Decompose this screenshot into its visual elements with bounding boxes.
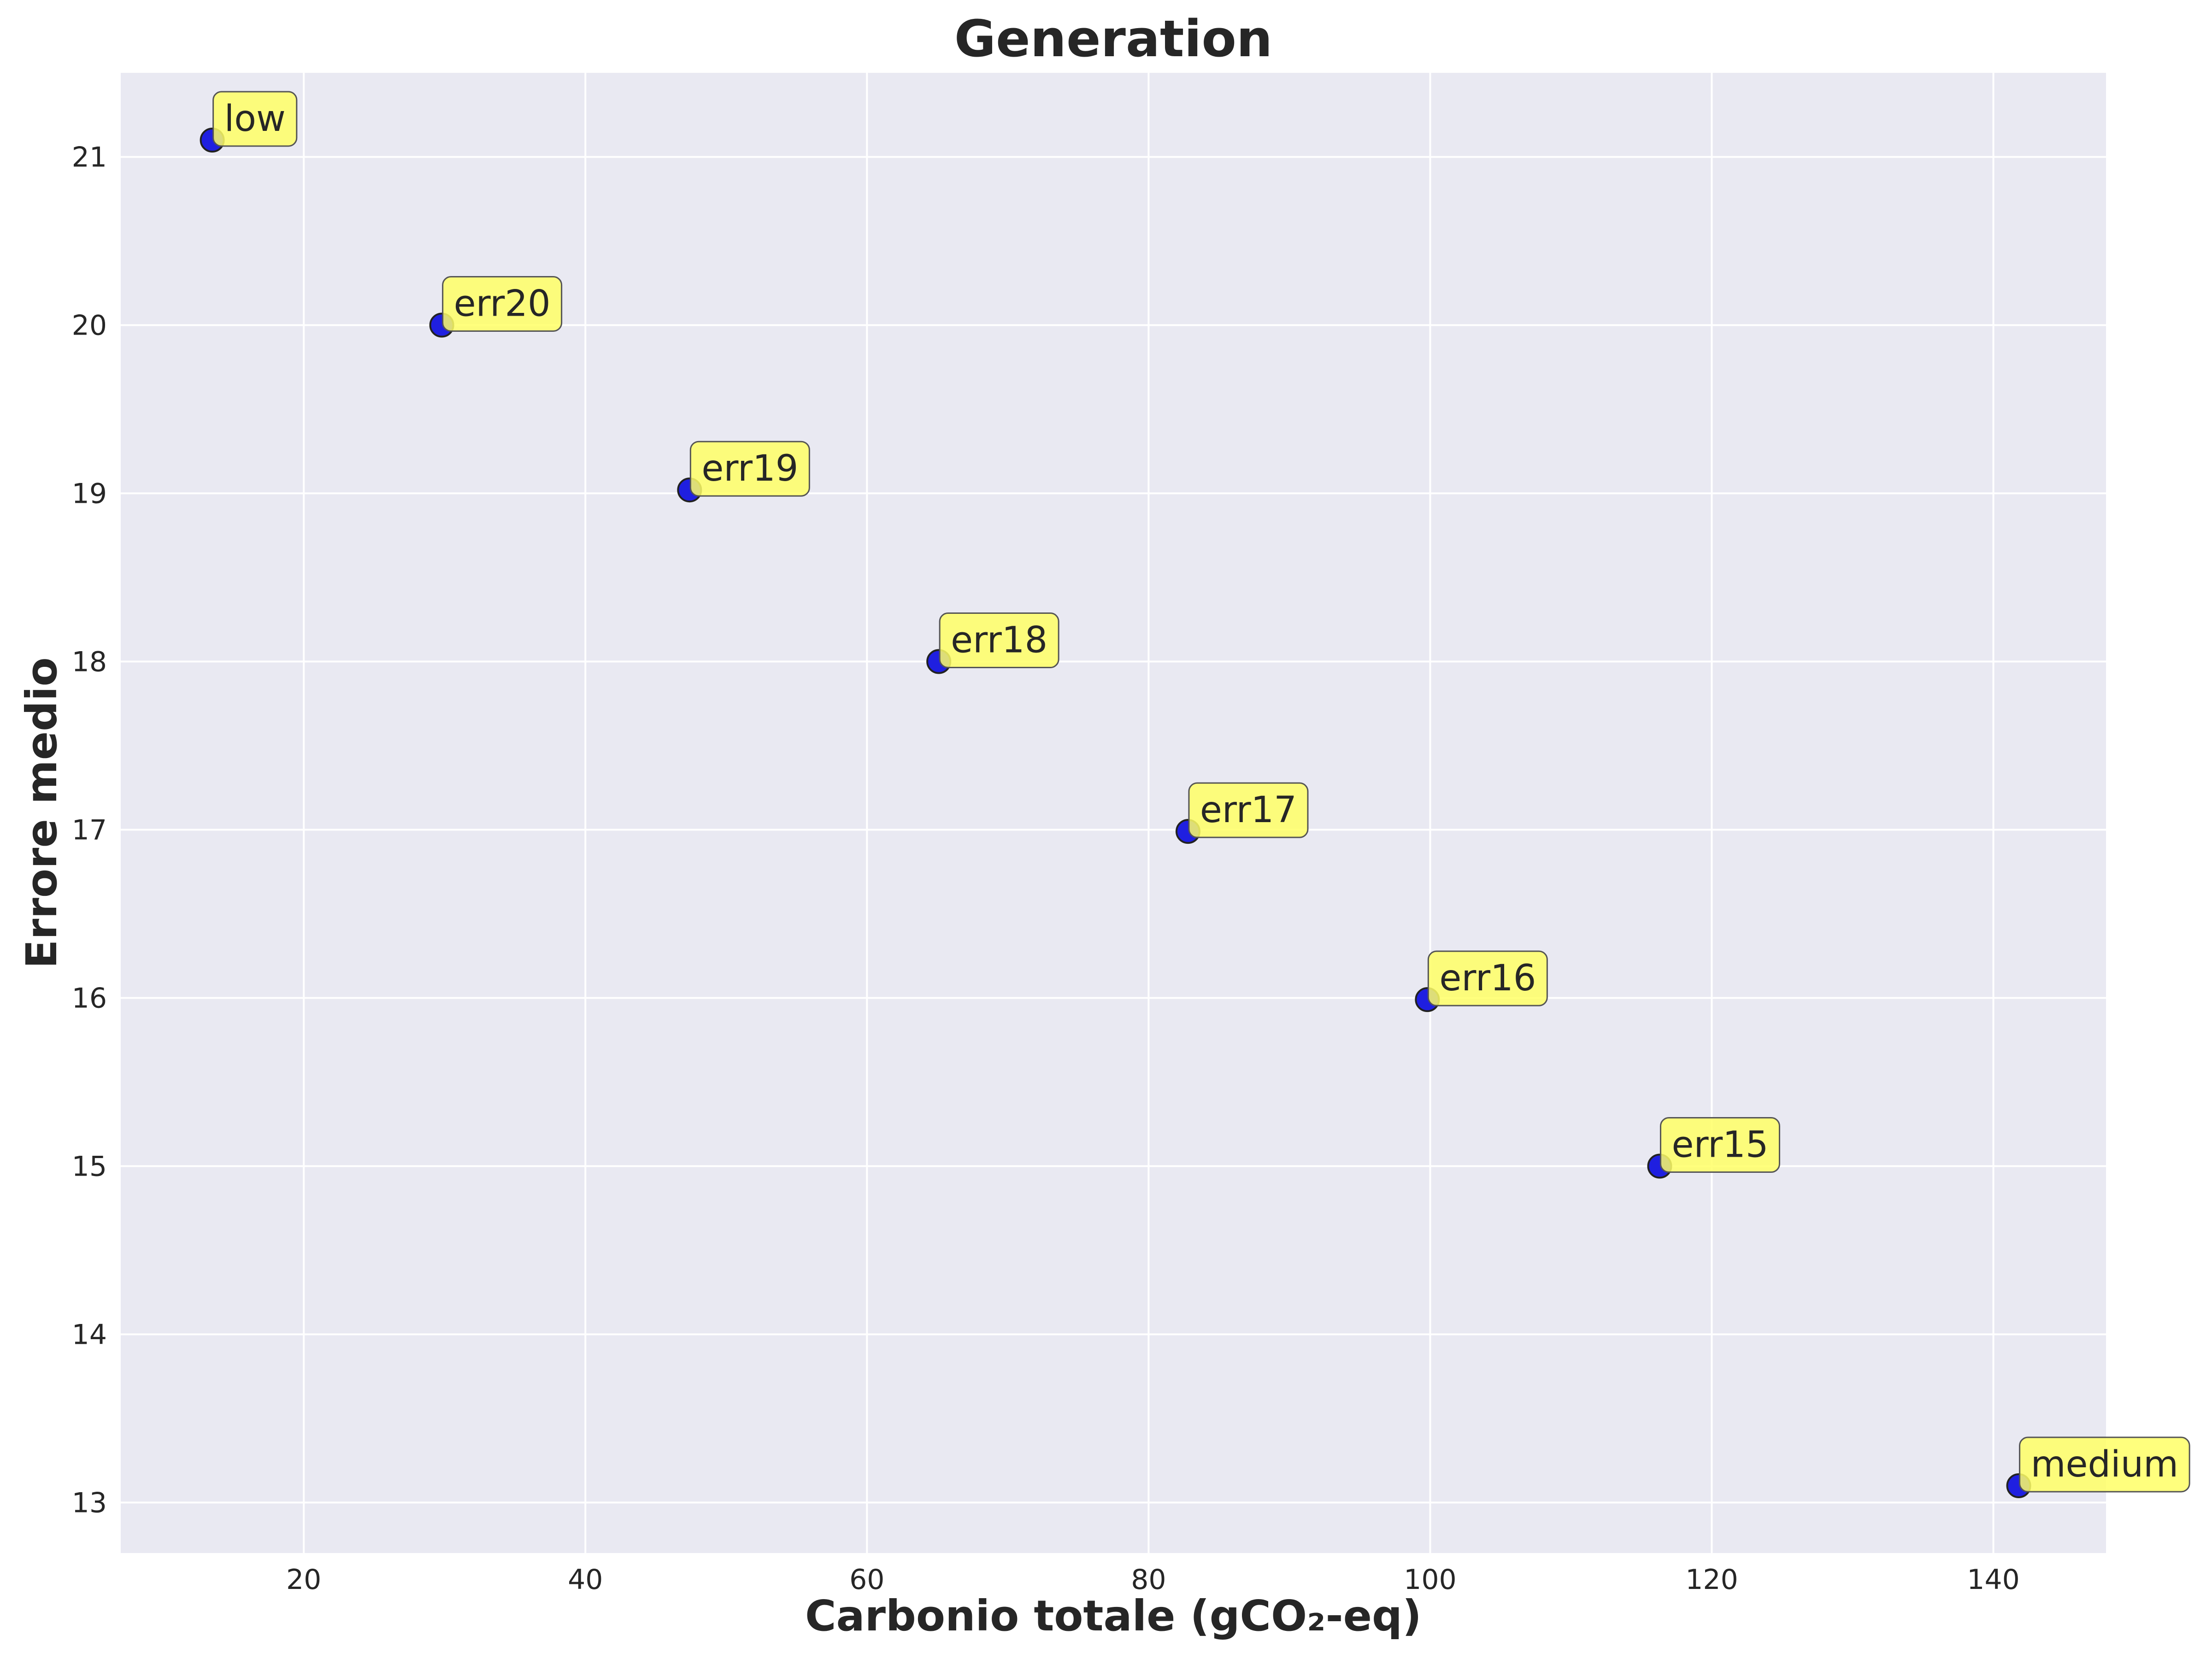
x-tick-label: 120 xyxy=(1685,1564,1738,1596)
x-tick-labels: 20 40 60 80 100 120 140 xyxy=(286,1564,2020,1596)
y-tick-label: 19 xyxy=(72,478,107,510)
annotation-label: err20 xyxy=(454,283,551,325)
annotation-box xyxy=(2019,1436,2190,1493)
annotation-box xyxy=(1427,950,1548,1006)
annotation-box xyxy=(442,276,563,332)
x-axis-label: Carbonio totale (gCO₂-eq) xyxy=(805,1591,1422,1641)
point-annotation: medium xyxy=(2019,1436,2190,1493)
annotation-label: err19 xyxy=(701,448,798,489)
point-annotation: err19 xyxy=(689,441,810,497)
annotation-label: err16 xyxy=(1439,958,1536,999)
y-tick-label: 16 xyxy=(72,982,107,1015)
y-tick-label: 13 xyxy=(72,1487,107,1519)
x-tick-label: 100 xyxy=(1404,1564,1457,1596)
plot-area xyxy=(121,73,2106,1553)
annotation-box xyxy=(689,441,810,497)
x-tick-label: 140 xyxy=(1967,1564,2020,1596)
y-tick-label: 21 xyxy=(72,141,107,174)
annotation-box xyxy=(1659,1117,1780,1173)
y-tick-label: 18 xyxy=(72,646,107,678)
y-tick-label: 15 xyxy=(72,1151,107,1183)
point-annotation: err17 xyxy=(1188,782,1309,838)
y-tick-labels: 13 14 15 16 17 18 19 20 21 xyxy=(72,141,107,1519)
y-tick-label: 14 xyxy=(72,1319,107,1351)
point-annotation: err16 xyxy=(1427,950,1548,1006)
point-annotations: low err20 err19 err18 err17 err16 err15 medium xyxy=(212,91,2190,1493)
annotation-label: err15 xyxy=(1671,1124,1768,1166)
annotation-label: err17 xyxy=(1200,789,1297,831)
point-annotation: err15 xyxy=(1659,1117,1780,1173)
x-tick-label: 40 xyxy=(568,1564,603,1596)
x-tick-label: 60 xyxy=(849,1564,884,1596)
point-annotation: low xyxy=(212,91,298,147)
x-tick-label: 80 xyxy=(1131,1564,1166,1596)
annotation-label: medium xyxy=(2031,1444,2179,1485)
annotation-label: low xyxy=(224,98,286,140)
annotation-label: err18 xyxy=(951,620,1047,661)
chart-title: Generation xyxy=(954,9,1272,68)
y-tick-label: 20 xyxy=(72,310,107,342)
point-annotation: err18 xyxy=(939,612,1059,668)
annotation-box xyxy=(212,91,298,147)
y-axis-label: Errore medio xyxy=(17,657,66,968)
point-annotation: err20 xyxy=(442,276,563,332)
annotation-box xyxy=(939,612,1059,668)
annotation-box xyxy=(1188,782,1309,838)
y-tick-label: 17 xyxy=(72,814,107,847)
x-tick-label: 20 xyxy=(286,1564,321,1596)
